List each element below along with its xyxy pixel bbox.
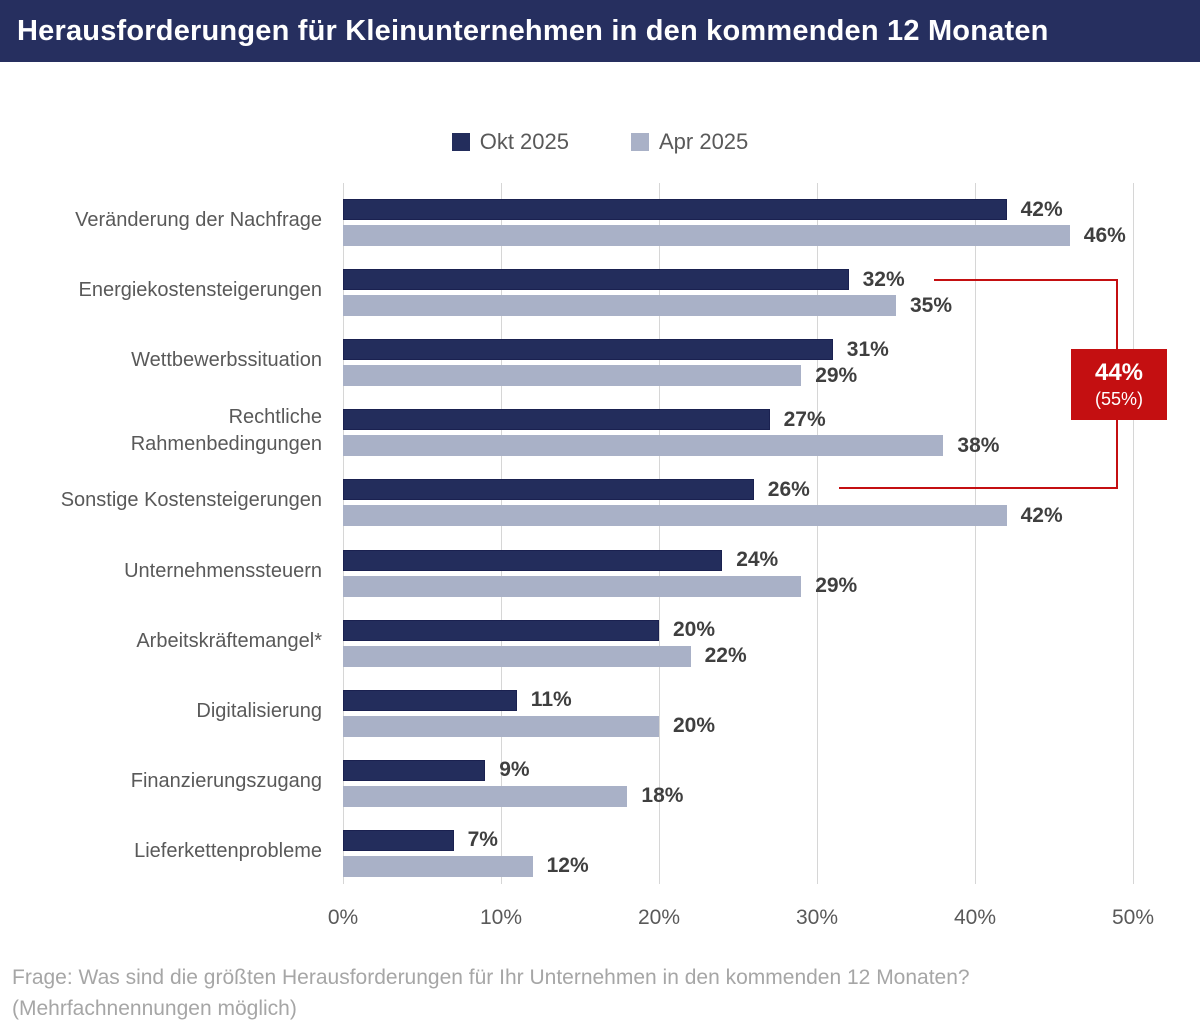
bar-okt <box>343 269 849 291</box>
x-axis-tick: 20% <box>637 906 681 929</box>
legend-label: Apr 2025 <box>658 129 749 154</box>
x-axis-tick: 40% <box>953 906 997 929</box>
bar-okt <box>343 199 1007 220</box>
value-label: 22% <box>704 644 747 668</box>
value-label: 27% <box>783 407 826 431</box>
legend-label: Okt 2025 <box>479 129 569 154</box>
bar-apr <box>343 295 896 317</box>
value-label: 35% <box>910 293 953 317</box>
footnote-line2: (Mehrfachnennungen möglich) <box>12 997 297 1020</box>
gridline <box>817 183 818 884</box>
gridline <box>501 183 502 884</box>
value-label: 20% <box>673 714 716 738</box>
value-label: 32% <box>862 267 905 291</box>
bar-apr <box>343 645 691 667</box>
category-label: Wettbewerbssituation <box>131 349 322 372</box>
value-label: 42% <box>1020 197 1063 221</box>
value-label: 12% <box>546 854 589 878</box>
bar-apr <box>343 855 533 877</box>
bar-okt <box>343 339 833 361</box>
gridline <box>659 183 660 884</box>
category-label: Finanzierungszugang <box>130 769 322 792</box>
category-label: Veränderung der Nachfrage <box>75 209 322 231</box>
bar-okt <box>343 479 754 501</box>
annotation-connector-line <box>934 279 1118 281</box>
category-label: Unternehmenssteuern <box>124 559 322 582</box>
annotation-value: 44% <box>1094 359 1144 386</box>
gridline <box>975 183 976 884</box>
value-label: 20% <box>673 618 716 642</box>
legend-swatch-icon <box>451 133 470 151</box>
annotation-connector-line <box>839 487 1118 489</box>
value-label: 31% <box>846 337 889 361</box>
title-bar: Herausforderungen für Kleinunternehmen i… <box>0 0 1200 62</box>
value-label: 26% <box>767 477 810 501</box>
bar-apr <box>343 575 802 597</box>
bar-okt <box>343 409 770 431</box>
value-label: 9% <box>499 758 530 782</box>
value-label: 7% <box>467 828 498 852</box>
bar-apr <box>343 505 1007 527</box>
x-axis-tick: 10% <box>479 906 523 929</box>
category-label: Arbeitskräftemangel* <box>136 629 322 652</box>
annotation-callout: 44% (55%) <box>1071 349 1167 420</box>
bar-okt <box>343 759 486 781</box>
legend: Okt 2025 Apr 2025 <box>0 126 1200 158</box>
value-label: 29% <box>815 574 858 597</box>
category-label: Energiekostensteigerungen <box>78 279 322 302</box>
bar-okt <box>343 549 723 571</box>
category-label: Digitalisierung <box>196 699 322 722</box>
value-label: 46% <box>1083 223 1126 247</box>
footnote: Frage: Was sind die größten Herausforder… <box>12 962 970 1024</box>
bar-okt <box>343 829 454 851</box>
value-label: 29% <box>815 363 858 387</box>
value-label: 24% <box>736 548 779 571</box>
x-axis-tick: 50% <box>1111 906 1155 929</box>
value-label: 42% <box>1020 503 1063 527</box>
bar-apr <box>343 785 628 807</box>
gridline <box>1133 183 1134 884</box>
legend-item-okt: Okt 2025 <box>451 129 569 155</box>
annotation-subvalue: (55%) <box>1094 389 1143 409</box>
chart-title: Herausforderungen für Kleinunternehmen i… <box>17 14 1049 47</box>
x-axis-tick: 30% <box>795 906 839 929</box>
value-label: 11% <box>530 688 572 712</box>
bar-apr <box>343 365 802 387</box>
bar-okt <box>343 619 659 641</box>
category-label: Lieferkettenprobleme <box>134 839 322 862</box>
value-label: 38% <box>957 433 1000 457</box>
footnote-line1: Frage: Was sind die größten Herausforder… <box>12 966 970 989</box>
bar-okt <box>343 689 517 711</box>
x-axis-tick: 0% <box>327 906 359 929</box>
category-label: Sonstige Kostensteigerungen <box>60 489 322 512</box>
bar-apr <box>343 435 944 457</box>
value-label: 18% <box>641 784 684 808</box>
legend-item-apr: Apr 2025 <box>630 129 749 155</box>
legend-swatch-icon <box>630 133 649 151</box>
bar-apr <box>343 225 1070 246</box>
gridline <box>343 183 344 884</box>
bar-apr <box>343 715 659 737</box>
category-label: Rechtliche Rahmenbedingungen <box>130 405 322 455</box>
